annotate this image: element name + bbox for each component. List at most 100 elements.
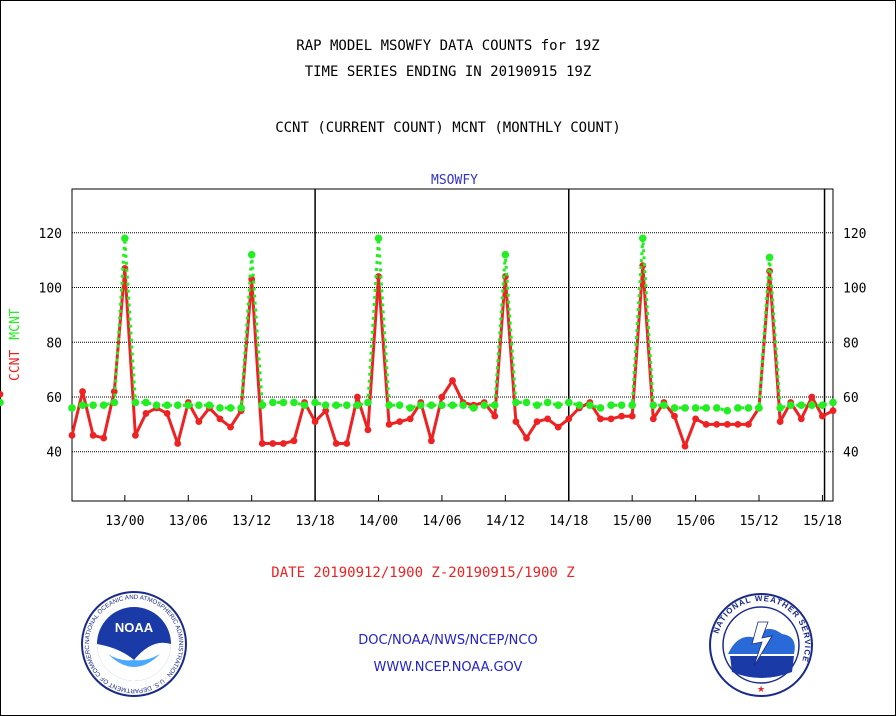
data-point-mcnt <box>797 401 806 410</box>
x-tick-label: 14/12 <box>486 514 525 529</box>
data-point-ccnt <box>808 393 816 401</box>
data-point-ccnt <box>723 420 731 428</box>
data-point-ccnt <box>406 415 414 423</box>
data-point-mcnt <box>385 401 393 410</box>
data-point-mcnt <box>512 398 520 407</box>
data-point-mcnt <box>459 401 467 410</box>
data-point-mcnt <box>438 401 446 410</box>
data-point-mcnt <box>163 401 171 410</box>
data-point-ccnt <box>364 426 372 434</box>
data-point-mcnt <box>702 404 710 412</box>
data-point-mcnt <box>343 401 351 410</box>
data-point-ccnt <box>523 434 530 442</box>
data-point-ccnt <box>819 412 826 420</box>
data-point-ccnt <box>671 412 678 420</box>
data-point-ccnt <box>681 442 689 450</box>
data-point-mcnt <box>617 401 626 410</box>
data-point-mcnt <box>723 406 732 415</box>
data-point-mcnt <box>776 404 784 412</box>
y-tick-label-left: 80 <box>46 336 62 351</box>
data-point-mcnt <box>829 398 837 407</box>
data-point-ccnt <box>396 418 404 426</box>
x-tick-label: 14/00 <box>359 514 398 529</box>
data-point-ccnt <box>438 393 446 401</box>
data-point-ccnt <box>332 440 340 447</box>
data-point-mcnt <box>258 401 267 410</box>
data-point-ccnt <box>776 418 784 426</box>
data-point-mcnt <box>734 404 742 412</box>
y-tick-label-left: 60 <box>46 391 62 406</box>
data-point-mcnt <box>575 401 584 410</box>
data-point-mcnt <box>121 234 129 243</box>
data-point-mcnt <box>216 404 224 412</box>
data-point-ccnt <box>269 440 277 447</box>
chart-title-line-2: TIME SERIES ENDING IN 20190915 19Z <box>304 64 592 80</box>
data-point-mcnt <box>786 401 795 410</box>
plot-area <box>71 188 834 502</box>
data-point-mcnt <box>480 401 489 410</box>
data-point-ccnt <box>163 410 171 417</box>
data-point-ccnt <box>597 415 604 423</box>
data-point-mcnt <box>237 404 245 412</box>
y-axis-label-mcnt: MCNT <box>8 308 23 339</box>
data-point-mcnt <box>543 398 552 407</box>
x-tick-label: 15/06 <box>676 514 715 529</box>
data-point-ccnt <box>607 415 615 423</box>
data-point-ccnt <box>0 390 4 398</box>
chart-title-line-1: RAP MODEL MSOWFY DATA COUNTS for 19Z <box>296 38 600 54</box>
y-tick-label-right: 80 <box>843 336 859 351</box>
data-point-ccnt <box>311 418 319 426</box>
data-point-mcnt <box>808 401 816 410</box>
data-point-mcnt <box>628 401 636 410</box>
data-point-mcnt <box>184 401 193 410</box>
data-point-mcnt <box>818 401 827 410</box>
data-point-mcnt <box>416 401 425 410</box>
svg-text:★: ★ <box>757 684 765 694</box>
data-point-ccnt <box>353 393 361 401</box>
data-point-mcnt <box>247 250 256 259</box>
y-tick-label-left: 120 <box>39 227 62 242</box>
chart-subtitle: CCNT (CURRENT COUNT) MCNT (MONTHLY COUNT… <box>275 120 621 136</box>
data-point-ccnt <box>533 418 541 426</box>
data-point-mcnt <box>353 401 362 410</box>
data-point-mcnt <box>522 398 531 407</box>
x-tick-label: 13/18 <box>296 514 335 529</box>
data-point-ccnt <box>618 412 626 420</box>
x-tick-label: 14/18 <box>549 514 588 529</box>
data-point-ccnt <box>195 418 203 426</box>
data-point-mcnt <box>173 401 182 410</box>
data-point-mcnt <box>78 401 87 410</box>
data-point-ccnt <box>227 423 234 431</box>
data-point-mcnt <box>490 401 499 410</box>
y-axis-label-ccnt: CCNT <box>8 350 23 381</box>
data-point-ccnt <box>142 410 150 417</box>
data-point-mcnt <box>755 404 763 412</box>
data-point-mcnt <box>110 398 119 407</box>
data-point-mcnt <box>99 401 108 410</box>
data-point-mcnt <box>691 404 700 412</box>
data-point-ccnt <box>745 420 752 428</box>
data-point-mcnt <box>142 398 150 407</box>
data-point-mcnt <box>332 401 341 410</box>
data-point-ccnt <box>797 415 805 423</box>
data-point-ccnt <box>692 415 699 423</box>
data-point-ccnt <box>427 437 435 445</box>
website-link[interactable]: WWW.NCEP.NOAA.GOV <box>373 660 523 675</box>
data-point-mcnt <box>300 401 309 410</box>
data-point-mcnt <box>374 234 383 243</box>
y-tick-label-left: 100 <box>39 282 62 297</box>
data-point-ccnt <box>491 412 499 420</box>
data-point-mcnt <box>501 250 510 259</box>
data-point-mcnt <box>269 398 277 407</box>
data-point-mcnt <box>205 401 214 410</box>
data-point-mcnt <box>131 398 140 407</box>
x-tick-label: 13/06 <box>169 514 208 529</box>
x-tick-label: 13/12 <box>232 514 271 529</box>
data-point-mcnt <box>744 404 753 412</box>
data-point-mcnt <box>364 398 372 407</box>
data-point-ccnt <box>554 423 562 431</box>
noaa-logo: NOAA NATIONAL OCEANIC AND ATMOSPHERIC AD… <box>80 590 187 697</box>
data-point-ccnt <box>100 434 108 442</box>
data-point-ccnt <box>89 431 97 439</box>
